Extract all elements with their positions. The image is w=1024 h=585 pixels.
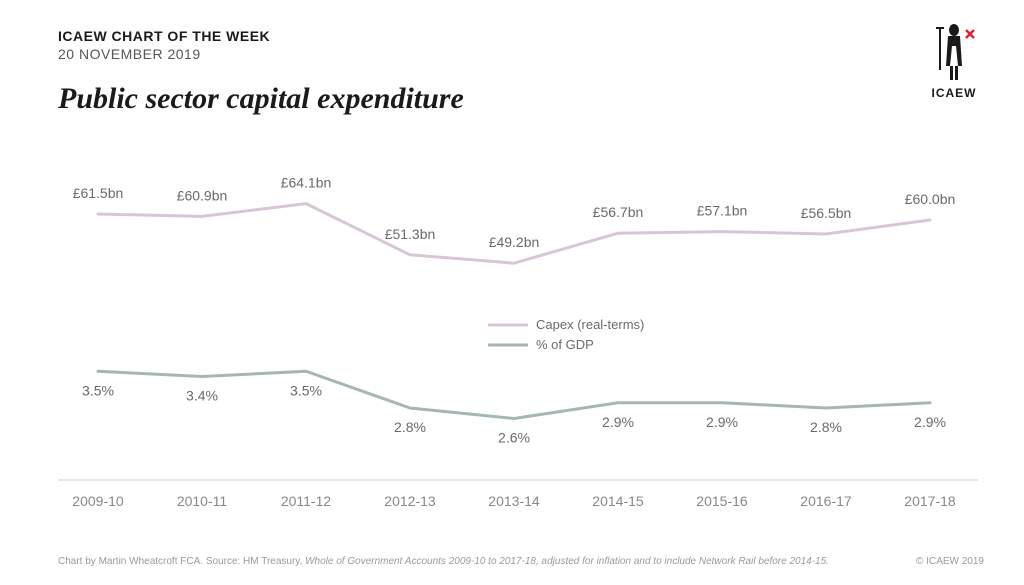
logo-text: ICAEW [932, 86, 977, 100]
data-label: £61.5bn [73, 185, 124, 201]
page-title: Public sector capital expenditure [58, 82, 464, 116]
legend-label: % of GDP [536, 337, 594, 352]
data-label: 2.8% [394, 419, 426, 435]
x-axis-label: 2015-16 [696, 493, 748, 509]
series-line [98, 371, 930, 418]
data-label: 3.4% [186, 388, 218, 404]
data-label: £49.2bn [489, 234, 540, 250]
x-axis-label: 2017-18 [904, 493, 956, 509]
data-label: £51.3bn [385, 226, 436, 242]
x-axis-label: 2016-17 [800, 493, 852, 509]
footer-source-prefix: Chart by Martin Wheatcroft FCA. Source: … [58, 556, 305, 567]
data-label: 3.5% [82, 382, 114, 398]
data-label: 2.6% [498, 430, 530, 446]
chart: 2009-10 2010-11 2011-12 2012-13 2013-14 2014-… [58, 150, 978, 520]
header: ICAEW CHART OF THE WEEK 20 NOVEMBER 2019 [58, 28, 270, 62]
footer-source-italic: Whole of Government Accounts 2009-10 to … [305, 556, 829, 567]
x-axis-label: 2012-13 [384, 493, 436, 509]
icaew-logo: ICAEW [924, 22, 984, 102]
data-label: £56.5bn [801, 205, 852, 221]
header-date: 20 NOVEMBER 2019 [58, 46, 270, 62]
line-chart: 2009-10 2010-11 2011-12 2012-13 2013-14 2014-… [58, 150, 978, 520]
data-label: £60.0bn [905, 191, 956, 207]
data-label: £56.7bn [593, 204, 644, 220]
header-label: ICAEW CHART OF THE WEEK [58, 28, 270, 44]
legend-label: Capex (real-terms) [536, 317, 644, 332]
data-label: £57.1bn [697, 203, 748, 219]
footer-copyright: © ICAEW 2019 [916, 556, 984, 567]
x-axis-label: 2009-10 [72, 493, 124, 509]
data-label: 2.8% [810, 419, 842, 435]
data-label: £60.9bn [177, 187, 228, 203]
x-axis-label: 2010-11 [177, 493, 228, 509]
logo-figure-icon [928, 22, 980, 82]
x-axis-label: 2011-12 [281, 493, 332, 509]
x-axis-label: 2014-15 [592, 493, 644, 509]
data-label: 3.5% [290, 382, 322, 398]
data-label: 2.9% [602, 414, 634, 430]
data-label: 2.9% [706, 414, 738, 430]
footer-source: Chart by Martin Wheatcroft FCA. Source: … [58, 556, 829, 567]
footer: Chart by Martin Wheatcroft FCA. Source: … [58, 556, 984, 567]
data-label: £64.1bn [281, 175, 332, 191]
data-label: 2.9% [914, 414, 946, 430]
x-axis-label: 2013-14 [488, 493, 540, 509]
